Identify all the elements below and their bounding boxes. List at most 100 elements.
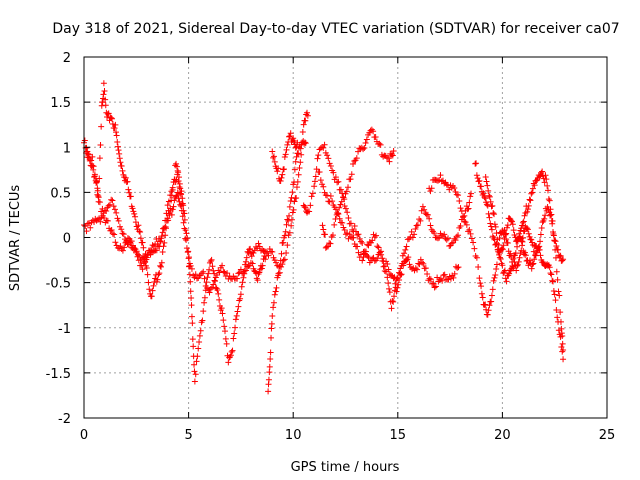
series-track-h [315,168,475,287]
data-point [119,247,126,254]
data-point [457,205,464,212]
data-point [324,243,331,250]
data-point [137,228,144,235]
data-point [460,214,467,221]
data-point [272,288,279,295]
data-point [169,206,176,213]
data-point [277,257,284,264]
data-point [122,236,129,243]
data-point [294,139,301,146]
data-point [372,133,379,140]
data-point [366,238,373,245]
data-point [551,291,558,298]
data-point [243,254,250,261]
data-point [549,277,556,284]
data-point [476,177,483,184]
data-point [398,262,405,269]
data-point [534,247,541,254]
data-point [403,243,410,250]
data-point [518,225,525,232]
data-point [463,221,470,228]
data-point [525,202,532,209]
data-point [374,243,381,250]
data-point [116,150,123,157]
data-point [265,388,272,395]
data-point [321,141,328,148]
data-point [100,91,107,98]
data-point [304,112,311,119]
data-point [127,239,134,246]
data-point [531,182,538,189]
data-point [193,358,200,365]
data-point [508,217,515,224]
data-point [224,270,231,277]
data-point [291,138,298,145]
data-point [447,275,454,282]
data-point [326,240,333,247]
data-point [496,254,503,261]
data-point [281,256,288,263]
data-point [427,276,434,283]
data-point [112,239,119,246]
data-point [503,278,510,285]
data-point [206,266,213,273]
data-point [406,261,413,268]
data-point [552,297,559,304]
data-point [137,235,144,242]
data-point [388,151,395,158]
series-track-b [81,189,270,385]
data-point [445,276,452,283]
data-point [496,251,503,258]
data-point [194,353,201,360]
data-point [216,296,223,303]
data-point [108,196,115,203]
data-point [157,262,164,269]
data-point [267,355,274,362]
data-point [475,263,482,270]
data-point [354,243,361,250]
data-point [514,237,521,244]
data-point [159,229,166,236]
data-point [146,286,153,293]
data-point [100,80,107,87]
data-point [371,257,378,264]
data-point [112,121,119,128]
data-point [499,246,506,253]
data-point [351,157,358,164]
data-point [402,246,409,253]
data-point [448,240,455,247]
data-point [321,189,328,196]
data-point [153,247,160,254]
data-point [309,190,316,197]
data-point [413,222,420,229]
data-point [192,271,199,278]
data-point [362,140,369,147]
data-point [283,249,290,256]
data-point [461,212,468,219]
data-point [149,242,156,249]
data-point [278,250,285,257]
data-point [142,259,149,266]
data-point [524,225,531,232]
data-point [228,348,235,355]
data-point [559,332,566,339]
data-point [543,176,550,183]
data-point [486,192,493,199]
data-point [269,248,276,255]
data-point [492,272,499,279]
data-point [385,280,392,287]
data-point [269,312,276,319]
data-point [94,191,101,198]
data-point [291,179,298,186]
data-point [341,196,348,203]
data-point [188,302,195,309]
data-point [288,194,295,201]
data-point [394,275,401,282]
data-point [518,238,525,245]
data-point [352,228,359,235]
data-point [190,343,197,350]
data-point [201,299,208,306]
data-point [320,226,327,233]
data-point [306,208,313,215]
data-point [393,288,400,295]
